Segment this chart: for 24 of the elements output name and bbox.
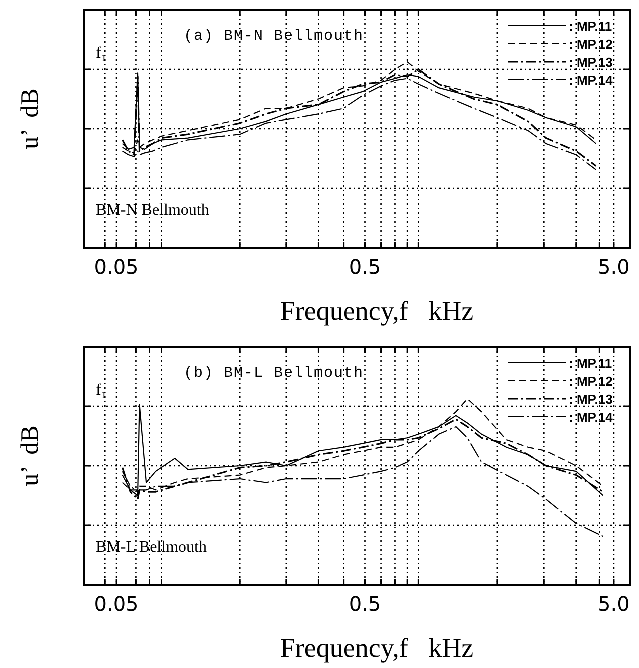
x-tick-label: 0.5	[349, 255, 382, 279]
annotation: BM-L Bellmouth	[96, 539, 207, 556]
x-tick-label: 5.0	[598, 592, 630, 616]
x-tick-label: 0.05	[94, 255, 139, 279]
legend-label: : MP.12	[569, 374, 613, 389]
x-tick-label: 0.05	[94, 592, 139, 616]
legend-label: : MP.11	[569, 356, 612, 371]
legend-label: : MP.14	[569, 73, 614, 88]
annotation: BM-N Bellmouth	[96, 202, 210, 219]
legend-label: : MP.13	[569, 392, 613, 407]
legend-label: : MP.13	[569, 55, 613, 70]
y-axis-title: u’ dB	[17, 88, 44, 150]
chart-title: (b) BM-L Bellmouth	[184, 365, 364, 382]
x-tick-label: 5.0	[598, 255, 630, 279]
legend-label: : MP.12	[569, 37, 613, 52]
x-axis-title: Frequency,f kHz	[280, 296, 474, 326]
chart-title: (a) BM-N Bellmouth	[184, 28, 364, 45]
text: f₁	[96, 382, 107, 399]
text: f₁	[96, 45, 107, 62]
x-tick-label: 0.5	[349, 592, 382, 616]
y-axis-title: u’ dB	[17, 426, 44, 486]
legend-label: : MP.14	[569, 410, 614, 425]
legend-label: : MP.11	[569, 19, 612, 34]
x-axis-title: Frequency,f kHz	[280, 633, 474, 663]
